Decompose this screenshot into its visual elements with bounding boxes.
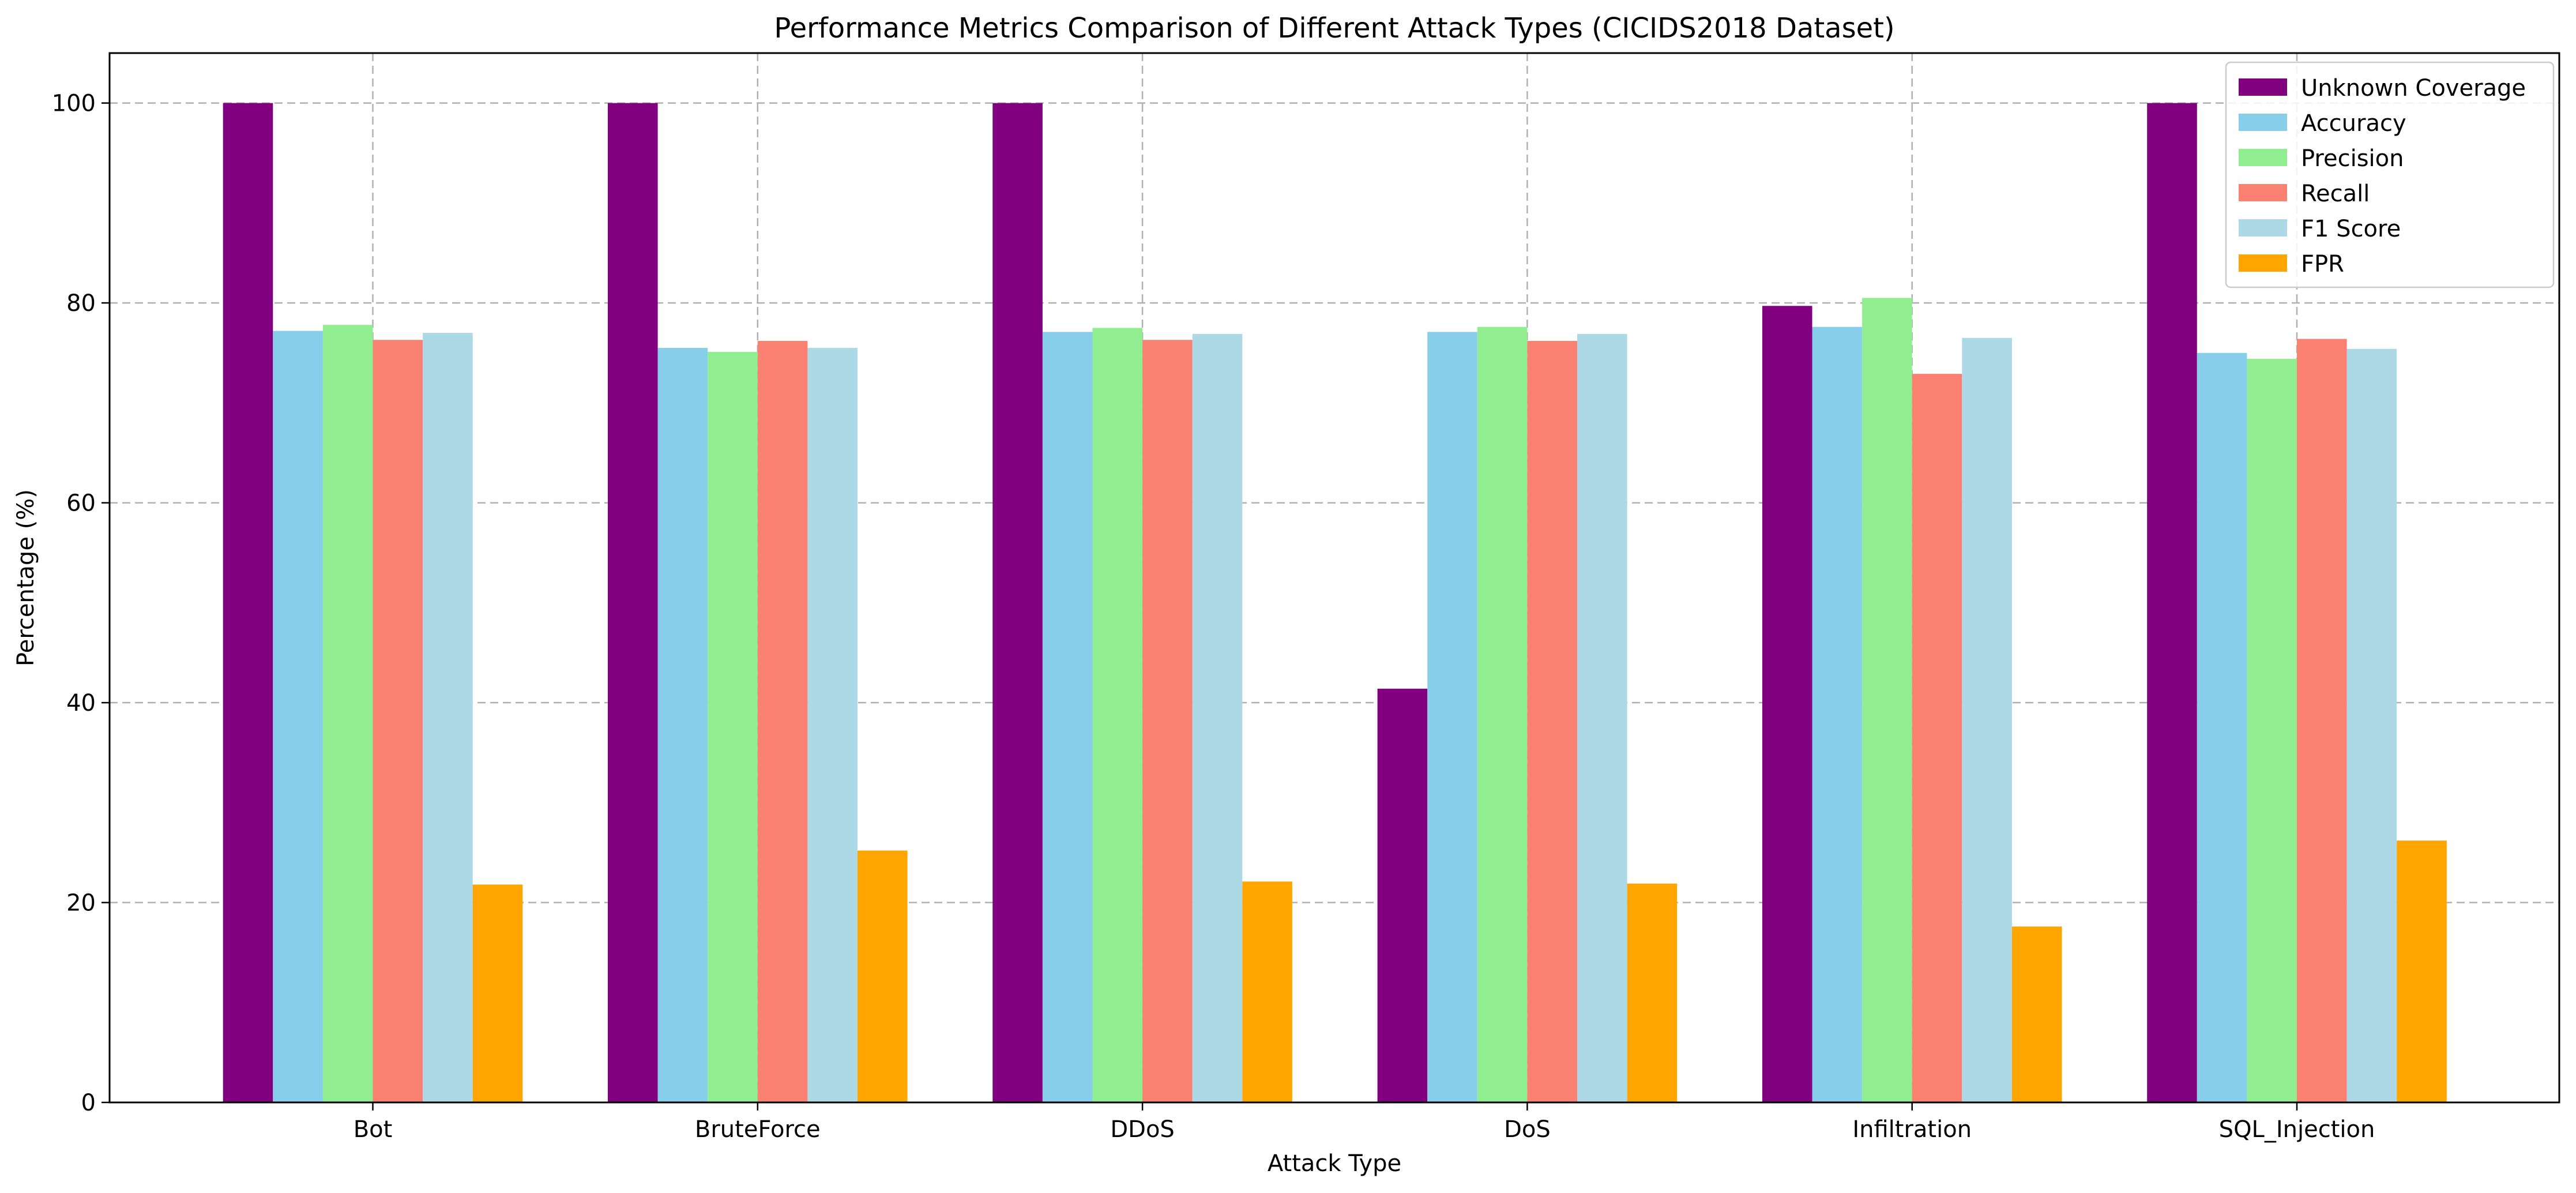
bar-fpr-bruteforce	[858, 850, 908, 1102]
bar-f1-score-dos	[1577, 333, 1627, 1102]
y-tick-label: 80	[66, 290, 96, 317]
bar-fpr-bot	[472, 884, 523, 1102]
bar-f1-score-bruteforce	[807, 348, 858, 1102]
plot-frame	[108, 52, 2560, 1104]
bar-precision-bruteforce	[708, 351, 758, 1102]
bar-unknown-coverage-dos	[1377, 688, 1428, 1102]
legend-label: Accuracy	[2301, 110, 2406, 137]
chart-title: Performance Metrics Comparison of Differ…	[774, 12, 1894, 44]
legend-swatch	[2239, 254, 2287, 272]
bar-fpr-ddos	[1242, 881, 1292, 1102]
bar-unknown-coverage-sql_injection	[2147, 103, 2197, 1103]
x-tick-label: Bot	[354, 1116, 393, 1143]
axis-ticks: 0 20 40 60 80 100 Bot BruteForce DDoS DoS Infiltra…	[52, 91, 2375, 1143]
x-tick-label: DDoS	[1110, 1116, 1174, 1143]
bar-fpr-infiltration	[2011, 926, 2062, 1102]
bar-recall-infiltration	[1912, 374, 1962, 1103]
bar-accuracy-ddos	[1042, 332, 1093, 1103]
bar-precision-infiltration	[1862, 298, 1912, 1102]
legend-swatch	[2239, 184, 2287, 201]
x-tick-label: BruteForce	[695, 1116, 821, 1143]
x-tick-label: SQL_Injection	[2219, 1116, 2375, 1143]
x-axis-title: Attack Type	[1268, 1150, 1401, 1177]
y-tick-label: 0	[81, 1090, 96, 1116]
legend-box	[2225, 61, 2555, 288]
bar-accuracy-bot	[273, 331, 323, 1102]
bar-fpr-sql_injection	[2397, 841, 2447, 1102]
legend-label: Precision	[2301, 145, 2404, 172]
bar-fpr-dos	[1627, 883, 1678, 1102]
y-tick-label: 40	[66, 690, 96, 716]
bar-f1-score-bot	[423, 333, 473, 1102]
bar-recall-dos	[1527, 340, 1577, 1102]
bars	[223, 103, 2447, 1103]
bar-unknown-coverage-bot	[223, 103, 273, 1103]
legend-swatch	[2239, 114, 2287, 131]
bar-unknown-coverage-infiltration	[1762, 306, 1812, 1102]
legend-swatch	[2239, 149, 2287, 166]
y-axis-title: Percentage (%)	[13, 489, 39, 666]
y-tick-label: 100	[52, 91, 96, 117]
bar-accuracy-bruteforce	[657, 348, 708, 1102]
legend-label: Recall	[2301, 181, 2370, 207]
bar-precision-bot	[322, 325, 373, 1102]
bar-recall-bot	[373, 340, 423, 1102]
legend-swatch	[2239, 219, 2287, 237]
bar-unknown-coverage-bruteforce	[608, 103, 658, 1103]
bar-recall-bruteforce	[757, 340, 808, 1102]
bar-precision-ddos	[1092, 328, 1143, 1102]
bar-f1-score-infiltration	[1962, 337, 2012, 1103]
bar-accuracy-infiltration	[1812, 327, 1863, 1102]
bar-f1-score-sql_injection	[2346, 348, 2397, 1102]
x-tick-label: DoS	[1504, 1116, 1551, 1143]
x-tick-label: Infiltration	[1852, 1116, 1972, 1143]
bar-unknown-coverage-ddos	[992, 103, 1043, 1103]
legend-label: F1 Score	[2301, 216, 2401, 242]
bar-f1-score-ddos	[1192, 333, 1243, 1102]
bar-accuracy-sql_injection	[2197, 352, 2247, 1102]
legend-label: Unknown Coverage	[2301, 75, 2526, 102]
bar-accuracy-dos	[1427, 332, 1477, 1103]
y-tick-label: 20	[66, 890, 96, 917]
legend-label: FPR	[2301, 251, 2344, 277]
bar-precision-sql_injection	[2247, 359, 2297, 1102]
y-tick-label: 60	[66, 490, 96, 517]
legend-swatch	[2239, 78, 2287, 96]
legend: Unknown Coverage Accuracy Precision Recall F…	[2225, 61, 2555, 288]
bar-recall-ddos	[1142, 340, 1193, 1102]
bar-precision-dos	[1477, 327, 1528, 1102]
bar-recall-sql_injection	[2297, 339, 2347, 1102]
